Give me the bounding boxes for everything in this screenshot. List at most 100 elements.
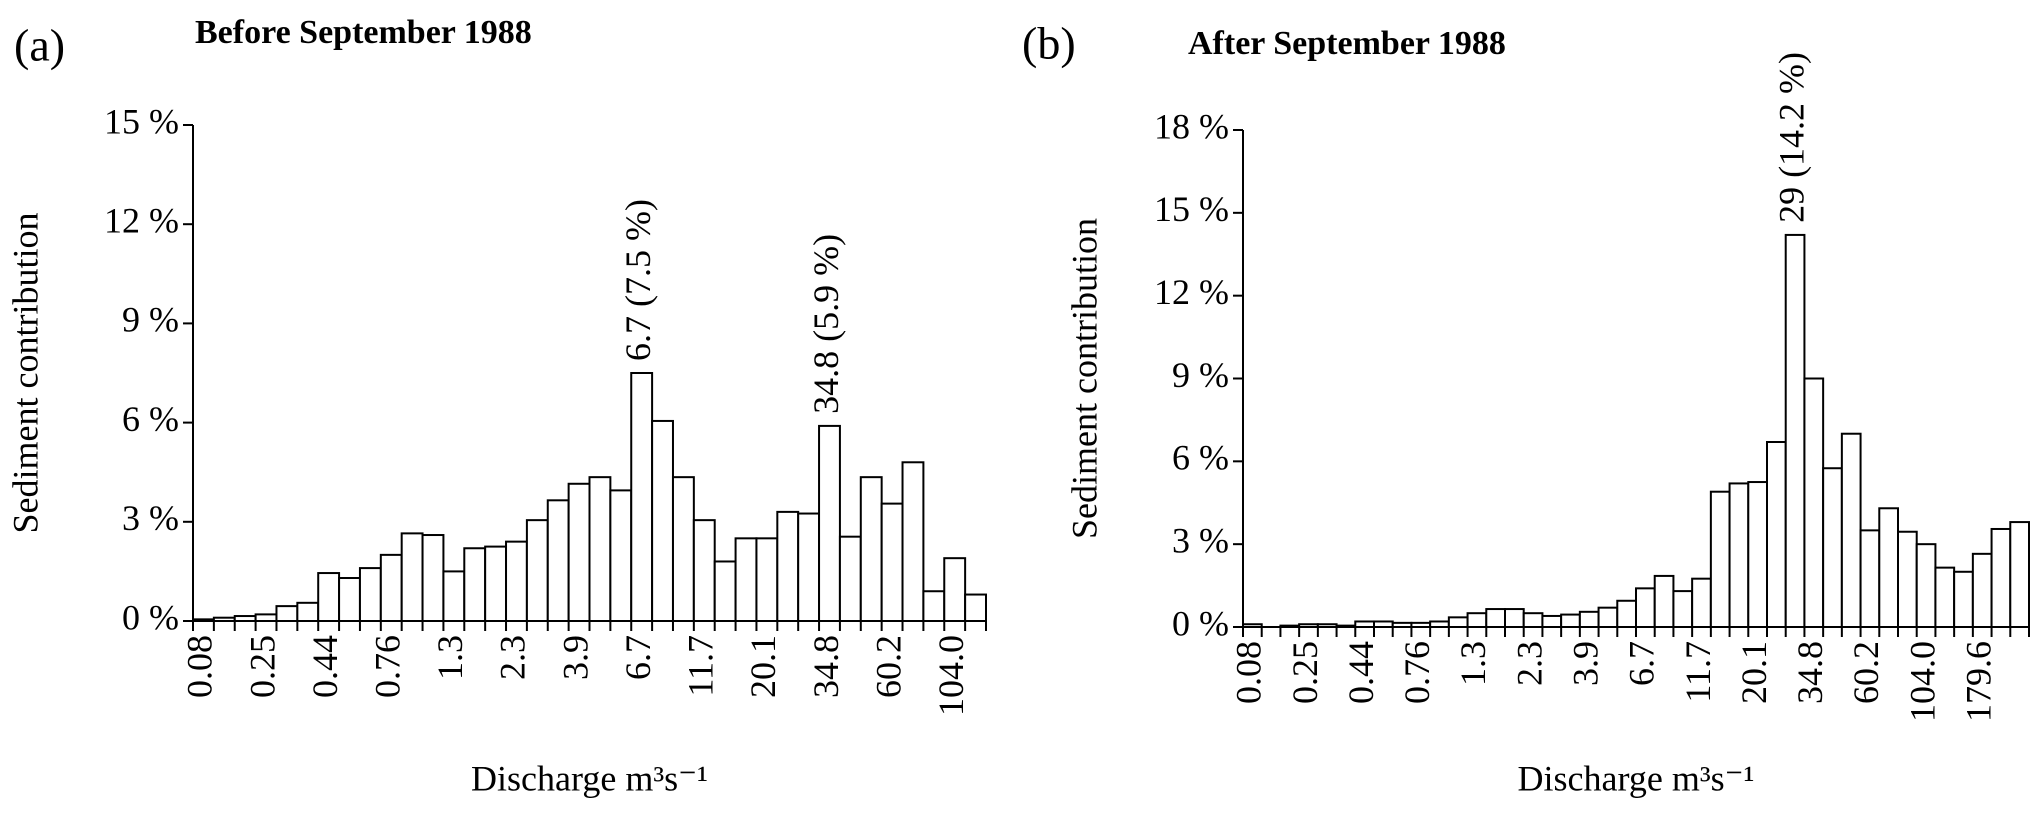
bar	[1784, 233, 1806, 629]
x-tick-label: 2.3	[493, 635, 533, 680]
bar	[901, 461, 925, 622]
bar	[755, 537, 779, 622]
bar	[1840, 432, 1862, 628]
bar	[1878, 507, 1900, 628]
bar	[1541, 614, 1563, 629]
bar	[1766, 441, 1787, 628]
bar	[317, 572, 341, 623]
bar	[1747, 481, 1769, 628]
bar	[859, 476, 883, 622]
bar	[1934, 566, 1956, 628]
bar	[630, 372, 654, 622]
annotation: 34.8 (5.9 %)	[806, 234, 846, 414]
bar	[1859, 529, 1881, 628]
bar	[379, 553, 403, 622]
x-tick-label: 0.76	[1397, 641, 1437, 704]
x-tick-label: 0.25	[1285, 641, 1325, 704]
bar	[546, 499, 570, 623]
bar	[1990, 527, 2012, 628]
bar	[1728, 482, 1750, 628]
bar	[818, 424, 841, 623]
chart-title: Before September 1988	[195, 14, 532, 51]
panel-label: (b)	[1022, 18, 1076, 69]
x-tick-label: 3.9	[555, 635, 595, 680]
x-tick-label: 1.3	[1453, 641, 1493, 686]
bar	[296, 601, 320, 623]
bar	[1803, 377, 1825, 628]
x-tick-label: 3.9	[1565, 641, 1605, 686]
x-tick-label: 20.1	[743, 635, 783, 698]
annotation: 6.7 (7.5 %)	[618, 199, 658, 361]
bar	[1822, 467, 1843, 628]
bar	[442, 570, 466, 623]
bar	[338, 577, 361, 622]
x-tick-label: 0.44	[305, 635, 345, 698]
bar	[484, 545, 508, 622]
x-tick-label: 6.7	[618, 635, 658, 680]
bar	[1597, 606, 1619, 629]
bar	[463, 547, 487, 623]
bar	[1709, 490, 1731, 629]
x-tick-label: 2.3	[1509, 641, 1549, 686]
y-tick-label: 15 %	[1154, 189, 1229, 229]
y-tick-label: 12 %	[104, 200, 179, 240]
y-tick-label: 0 %	[122, 597, 179, 637]
bar	[1447, 616, 1469, 629]
bar	[713, 560, 737, 622]
bar	[651, 419, 674, 622]
bar	[1635, 587, 1656, 628]
x-tick-label: 20.1	[1734, 641, 1774, 704]
bar	[505, 540, 528, 623]
x-tick-label: 0.44	[1341, 641, 1381, 704]
y-tick-label: 6 %	[122, 399, 179, 439]
panel-label: (a)	[14, 20, 65, 71]
bar	[525, 519, 549, 622]
bar	[922, 590, 946, 622]
bar	[692, 519, 716, 622]
y-tick-label: 15 %	[104, 101, 179, 141]
y-tick-label: 9 %	[122, 300, 179, 340]
y-axis-title: Sediment contribution	[1064, 218, 1104, 539]
x-tick-label: 104.0	[931, 635, 971, 716]
bar	[1616, 599, 1638, 629]
x-tick-label: 0.08	[1229, 641, 1269, 704]
bar	[880, 502, 904, 623]
x-axis-title: Discharge m³s⁻¹	[1518, 758, 1755, 798]
x-tick-label: 6.7	[1622, 641, 1662, 686]
x-tick-label: 11.7	[681, 635, 721, 697]
y-tick-label: 6 %	[1172, 438, 1229, 478]
bar	[421, 534, 445, 623]
bar	[1504, 608, 1525, 629]
x-tick-label: 34.8	[1790, 641, 1830, 704]
bar	[400, 532, 424, 623]
bar	[1971, 552, 1993, 629]
y-tick-label: 18 %	[1154, 106, 1229, 146]
x-tick-label: 1.3	[430, 635, 470, 680]
y-tick-label: 12 %	[1154, 272, 1229, 312]
x-tick-label: 60.2	[868, 635, 908, 698]
bar	[609, 489, 633, 622]
y-tick-label: 9 %	[1172, 355, 1229, 395]
x-tick-label: 11.7	[1678, 641, 1718, 703]
bar	[734, 537, 758, 622]
bar	[275, 605, 299, 622]
bar	[943, 557, 967, 623]
x-tick-label: 0.25	[242, 635, 282, 698]
x-tick-label: 34.8	[806, 635, 846, 698]
bar	[2009, 521, 2031, 628]
bar	[838, 535, 862, 622]
bar	[358, 567, 382, 622]
bar	[1691, 577, 1712, 628]
bar	[1578, 610, 1600, 629]
bar	[964, 593, 988, 623]
x-tick-label: 0.76	[368, 635, 408, 698]
chart-title: After September 1988	[1188, 25, 1506, 62]
bar	[567, 482, 591, 623]
bar	[797, 512, 821, 622]
bar	[1672, 590, 1694, 628]
bar	[1953, 570, 1974, 628]
bar	[1485, 608, 1507, 629]
bar	[1653, 574, 1675, 628]
bar	[776, 510, 800, 623]
